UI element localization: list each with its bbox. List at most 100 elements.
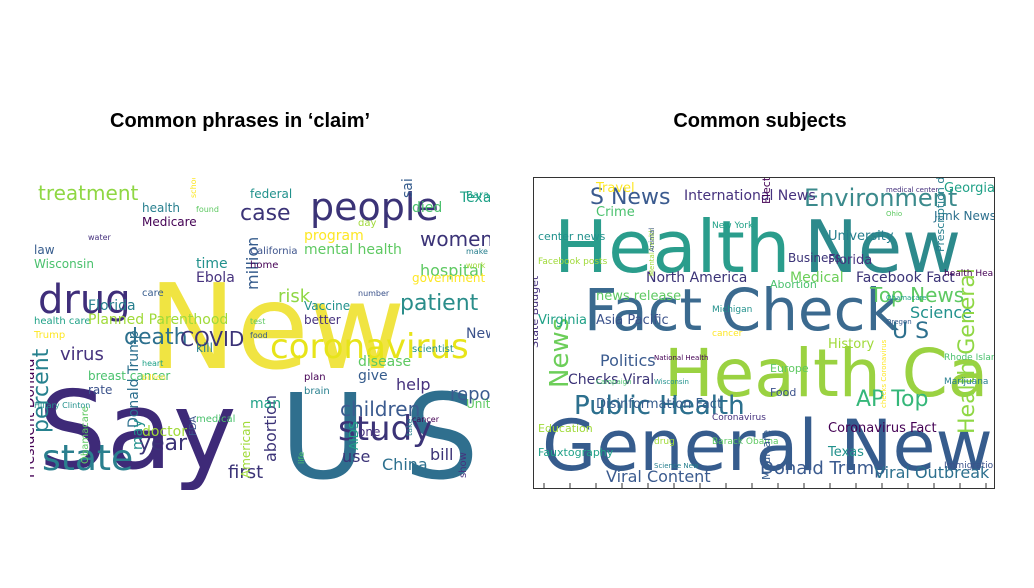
word-rate: rate xyxy=(88,383,112,397)
word-covid: COVID xyxy=(180,327,244,351)
word-michigan: Michigan xyxy=(712,305,752,315)
word-history: History xyxy=(828,337,875,352)
word-death: death xyxy=(124,325,188,350)
word-europe: Europe xyxy=(770,362,809,375)
word-fact-check: Fact Check xyxy=(584,276,899,344)
word-coronavirus-fact: Coronavirus Fact xyxy=(828,421,937,436)
word-health-care: health care xyxy=(34,316,91,327)
word-report: report xyxy=(450,384,490,405)
word-california: California xyxy=(250,246,298,257)
word-campaign: Campaign xyxy=(596,378,632,386)
word-ohio: Ohio xyxy=(886,210,902,218)
word-children: children xyxy=(340,397,420,421)
word-day: day xyxy=(358,218,376,229)
word-case: case xyxy=(240,201,291,226)
word-health-general: Health General xyxy=(955,268,980,434)
word-treatment: treatment xyxy=(38,181,138,205)
word-election: Election xyxy=(760,178,773,204)
word-mental-health: Mental health xyxy=(648,228,656,276)
axis-ticks xyxy=(543,483,987,488)
word-heart: heart xyxy=(142,359,163,368)
word-environment: Environment xyxy=(804,184,957,212)
word-medical: Medical xyxy=(790,270,844,286)
word-news-release: news release xyxy=(596,289,681,304)
word-ap-top: AP Top xyxy=(856,387,928,412)
word-say: Say xyxy=(38,369,237,490)
word-disinformation-fact: Disinformation Fact xyxy=(596,397,722,412)
word-international-news: International News xyxy=(684,188,816,204)
word-university: University xyxy=(828,229,894,244)
word-barack-obama: Barack Obama xyxy=(712,437,779,447)
word-president-donald: President Donald xyxy=(30,359,38,478)
word-fauxtography: Fauxtography xyxy=(538,446,614,459)
word-percent: percent xyxy=(30,348,54,433)
word-texas: Texas xyxy=(827,445,864,460)
word-junk-news: Junk News xyxy=(933,209,994,223)
word-china: China xyxy=(382,455,428,474)
word-wisconsin: Wisconsin xyxy=(654,378,689,386)
word-breast-cancer: breast cancer xyxy=(88,369,170,383)
word-politics: Politics xyxy=(600,351,656,370)
word-obamacare: Obamacare xyxy=(80,406,91,464)
word-man: man xyxy=(250,396,281,412)
word-medical-center: medical center xyxy=(886,186,938,194)
word-viral-outbreak: Viral Outbreak xyxy=(874,463,990,482)
word-school: school xyxy=(189,178,198,198)
word-top-news: Top News xyxy=(869,283,964,307)
word-first: first xyxy=(228,462,263,483)
left-panel-title: Common phrases in ‘claim’ xyxy=(110,110,371,132)
word-cancer: cancer xyxy=(412,415,440,424)
word-hospital: hospital xyxy=(420,261,483,280)
word-united-states: United States xyxy=(466,397,490,411)
word-asia-pacific: Asia Pacific xyxy=(596,313,669,328)
word-planned-parenthood: Planned Parenthood xyxy=(88,312,228,328)
word-better: better xyxy=(304,313,341,327)
word-checks-viral: Checks Viral xyxy=(568,372,654,388)
word-law: law xyxy=(34,243,55,257)
word-show: show xyxy=(458,452,469,478)
word-scientist: scientist xyxy=(412,344,454,355)
word-kill: kill xyxy=(196,341,213,355)
word-help: help xyxy=(396,375,431,394)
word-said: said xyxy=(400,178,416,198)
word-drug: drug xyxy=(654,437,675,447)
word-oregon: Oregon xyxy=(886,318,912,326)
word-billion: billion xyxy=(142,373,166,382)
word-public-health: Public Health xyxy=(574,391,745,421)
word-abortion: Abortion xyxy=(770,278,817,291)
word-obamacare: Obamacare xyxy=(886,294,927,302)
word-died: died xyxy=(412,200,442,216)
right-panel-title: Common subjects xyxy=(673,110,847,132)
word-state-budget: State Budget xyxy=(534,275,541,348)
word-viral-content: Viral Content xyxy=(606,467,711,486)
word-test: test xyxy=(250,317,265,326)
word-make: make xyxy=(466,247,488,256)
word-medicare: Medicare xyxy=(760,430,773,480)
word-vaccine: Vaccine xyxy=(304,299,350,313)
word-risk: risk xyxy=(278,286,311,307)
word-donald-trump: Donald Trump xyxy=(760,458,886,479)
word-women: women xyxy=(420,227,490,251)
word-virginia: Virginia xyxy=(538,313,587,328)
word-care: care xyxy=(142,288,164,299)
word-science: Science xyxy=(910,303,972,322)
word-coronavirus: Coronavirus xyxy=(712,413,766,423)
word-new: New xyxy=(804,205,961,289)
word-federal: federal xyxy=(250,187,292,201)
word-water: water xyxy=(88,233,112,242)
word-doctor: doctor xyxy=(142,424,187,440)
word-health-care: Health Care xyxy=(664,335,994,412)
word-disease: disease xyxy=(358,354,411,370)
word-education: Education xyxy=(538,422,593,435)
word-mental-health: mental health xyxy=(304,242,402,258)
word-number: number xyxy=(358,289,390,298)
word-florida: Florida xyxy=(88,298,136,314)
word-medicare: Medicare xyxy=(142,215,197,229)
word-year: year xyxy=(138,431,188,456)
word-study: study xyxy=(338,409,432,449)
word-hillary-clinton: Hillary Clinton xyxy=(34,401,90,410)
word-found: found xyxy=(196,205,219,214)
word-work: work xyxy=(466,261,486,270)
